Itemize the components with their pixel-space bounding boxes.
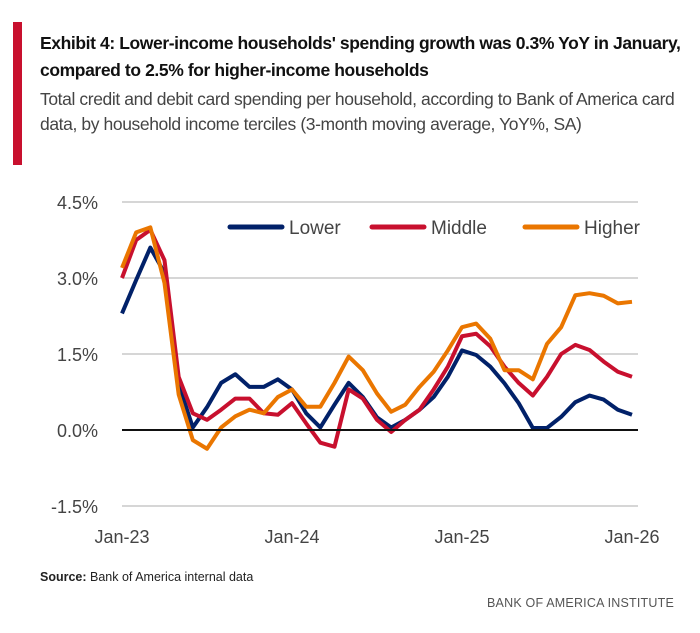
series-line-middle: [120, 227, 633, 449]
y-tick-label: 4.5%: [57, 193, 98, 213]
source-label: Source:: [40, 570, 87, 584]
source-note: Source: Bank of America internal data: [40, 570, 253, 584]
chart-title: Exhibit 4: Lower-income households' spen…: [40, 33, 681, 80]
y-tick-label: 0.0%: [57, 421, 98, 441]
legend-label-middle: Middle: [431, 218, 487, 239]
x-tick-label: Jan-25: [434, 527, 489, 547]
chart-subtitle: Total credit and debit card spending per…: [40, 89, 675, 134]
brand-label: BANK OF AMERICA INSTITUTE: [487, 596, 674, 610]
series-line-higher: [120, 225, 633, 451]
accent-bar: [13, 22, 22, 165]
y-tick-label: -1.5%: [51, 497, 98, 517]
x-tick-label: Jan-26: [604, 527, 659, 547]
x-tick-label: Jan-24: [264, 527, 319, 547]
source-text: Bank of America internal data: [86, 570, 254, 584]
x-tick-label: Jan-23: [94, 527, 149, 547]
legend-label-higher: Higher: [584, 218, 641, 239]
legend-label-lower: Lower: [289, 218, 341, 239]
series-line-lower: [120, 245, 633, 430]
y-tick-label: 3.0%: [57, 269, 98, 289]
y-tick-label: 1.5%: [57, 345, 98, 365]
